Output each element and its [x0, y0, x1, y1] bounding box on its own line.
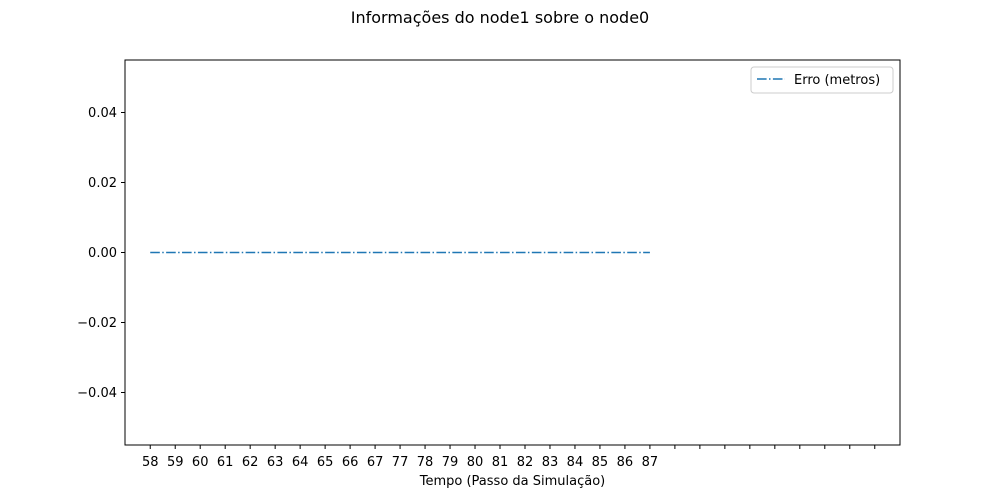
legend: Erro (metros): [750, 66, 894, 94]
x-tick-label: 78: [417, 455, 434, 470]
y-tick-label: −0.02: [77, 316, 117, 331]
y-tick-label: 0.00: [88, 246, 117, 261]
x-tick-label: 87: [642, 455, 659, 470]
x-tick-label: 60: [192, 455, 209, 470]
x-tick-label: 59: [167, 455, 184, 470]
x-tick-label: 83: [542, 455, 559, 470]
x-tick-label: 61: [217, 455, 234, 470]
x-axis: 58 59 60 61 62 63 64 65 66 67 77 78 79 80 81 82 83 84 85 86…: [142, 445, 876, 470]
y-axis: −0.04 −0.02 0.00 0.02 0.04: [77, 106, 125, 401]
x-tick-label: 77: [392, 455, 409, 470]
x-tick-label: 79: [442, 455, 459, 470]
x-tick-label: 65: [317, 455, 334, 470]
x-tick-label: 85: [592, 455, 609, 470]
plot-area: [124, 59, 901, 446]
y-tick-label: 0.02: [88, 176, 117, 191]
x-tick-label: 62: [242, 455, 259, 470]
x-axis-label: Tempo (Passo da Simulação): [419, 474, 606, 489]
x-tick-label: 64: [292, 455, 309, 470]
legend-box: [750, 66, 894, 94]
y-tick-label: 0.04: [88, 106, 117, 121]
x-tick-label: 80: [467, 455, 484, 470]
y-tick-label: −0.04: [77, 386, 117, 401]
x-tick-label: 81: [492, 455, 509, 470]
x-tick-label: 58: [142, 455, 159, 470]
x-tick-label: 66: [342, 455, 359, 470]
x-tick-label: 86: [617, 455, 634, 470]
x-tick-label: 63: [267, 455, 284, 470]
x-tick-label: 84: [567, 455, 584, 470]
legend-label: Erro (metros): [794, 73, 880, 88]
x-tick-label: 67: [367, 455, 384, 470]
chart-title: Informações do node1 sobre o node0: [351, 8, 649, 27]
x-tick-label: 82: [517, 455, 534, 470]
